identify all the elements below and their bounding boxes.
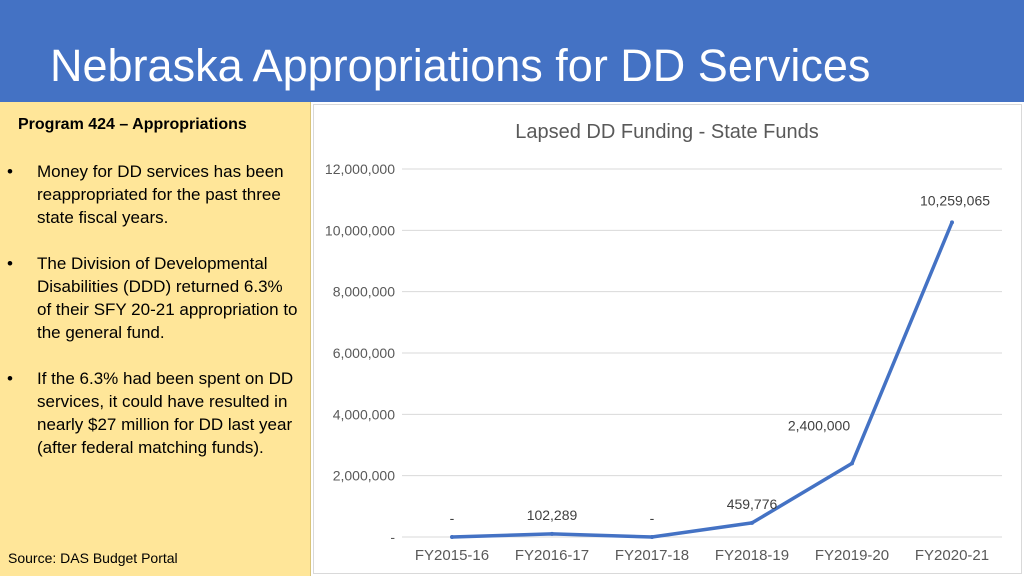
data-point [850, 461, 854, 466]
data-point [650, 535, 654, 539]
bullet-text: Money for DD services has been reappropr… [37, 162, 284, 227]
data-point [950, 220, 954, 225]
y-tick-label: 10,000,000 [325, 222, 395, 238]
chart-area: Lapsed DD Funding - State Funds - 2,000,00… [313, 104, 1022, 574]
data-point [550, 531, 554, 536]
y-tick-label: 8,000,000 [333, 284, 395, 300]
bullet-icon: • [7, 369, 13, 388]
y-tick-label: - [390, 529, 395, 545]
bullet-item: • Money for DD services has been reappro… [0, 160, 311, 229]
bullet-text: The Division of Developmental Disabiliti… [37, 254, 298, 342]
bullet-icon: • [7, 254, 13, 273]
x-tick-label: FY2020-21 [915, 547, 989, 564]
x-tick-label: FY2018-19 [715, 547, 789, 564]
line-chart: Lapsed DD Funding - State Funds - 2,000,00… [325, 121, 1002, 564]
bullet-item: • The Division of Developmental Disabili… [0, 252, 311, 344]
y-tick-label: 12,000,000 [325, 161, 395, 177]
y-tick-label: 6,000,000 [333, 345, 395, 361]
bullet-icon: • [7, 162, 13, 181]
data-point [750, 520, 754, 525]
panel-title: Program 424 – Appropriations [18, 116, 247, 133]
page-title: Nebraska Appropriations for DD Services [50, 40, 871, 91]
y-tick-label: 2,000,000 [333, 468, 395, 484]
x-tick-label: FY2017-18 [615, 547, 689, 564]
data-label: 102,289 [527, 507, 578, 523]
bullet-text: If the 6.3% had been spent on DD service… [37, 369, 294, 457]
data-label: 2,400,000 [788, 417, 850, 433]
data-point [450, 535, 454, 539]
data-label: 10,259,065 [920, 192, 990, 208]
chart-title: Lapsed DD Funding - State Funds [515, 121, 819, 143]
side-panel: Program 424 – Appropriations • Money for… [0, 102, 311, 576]
y-tick-label: 4,000,000 [333, 406, 395, 422]
bullet-item: • If the 6.3% had been spent on DD servi… [0, 367, 311, 459]
data-label: 459,776 [727, 496, 778, 512]
source-note: Source: DAS Budget Portal [8, 550, 178, 566]
title-bar: Nebraska Appropriations for DD Services [0, 0, 1024, 102]
x-tick-label: FY2015-16 [415, 547, 489, 564]
data-label: - [450, 510, 455, 526]
bullet-list: • Money for DD services has been reappro… [0, 160, 311, 459]
series-line [450, 220, 954, 539]
x-tick-label: FY2019-20 [815, 547, 889, 564]
data-label: - [650, 510, 655, 526]
x-tick-label: FY2016-17 [515, 547, 589, 564]
